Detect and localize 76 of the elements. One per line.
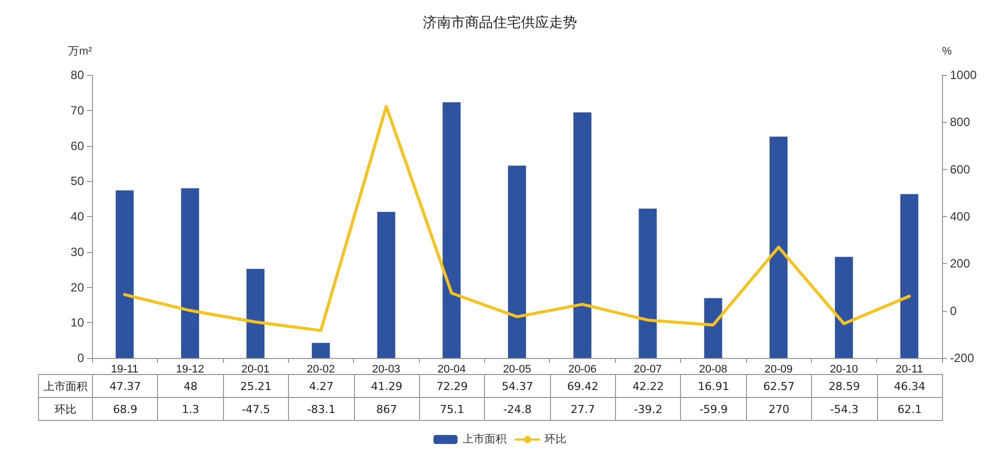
- x-tick-label: 20-02: [306, 364, 335, 376]
- data-label: 1.3: [158, 398, 224, 420]
- y-tick-label: 20: [70, 280, 84, 294]
- y2-tick-label: 0: [950, 304, 957, 318]
- data-label: -83.1: [288, 398, 354, 420]
- data-label: 41.29: [354, 374, 420, 398]
- data-label: 42.22: [616, 374, 681, 398]
- x-tick-label: 20-07: [634, 364, 662, 376]
- text: 环比: [54, 402, 76, 416]
- bar: [312, 342, 330, 358]
- bar: [638, 208, 657, 358]
- x-tick-label: 19-11: [111, 364, 138, 376]
- x-tick-label: 19-12: [176, 364, 204, 376]
- x-tick-label: 20-11: [896, 364, 923, 376]
- y-tick-label: 60: [70, 138, 84, 153]
- x-tick-label: 20-01: [241, 364, 270, 376]
- data-label: 47.37: [92, 374, 158, 398]
- data-label: 270: [746, 398, 812, 420]
- data-label: 54.37: [484, 374, 550, 398]
- y-axis-title: 万m²: [68, 46, 92, 58]
- data-label: -24.8: [484, 398, 550, 420]
- data-label: 48: [158, 374, 224, 398]
- bar: [246, 268, 264, 358]
- data-label: -39.2: [616, 398, 681, 420]
- data-label: 4.27: [288, 374, 354, 398]
- bar: [442, 102, 461, 358]
- y-tick-label: 30: [70, 244, 84, 259]
- y2-tick-label: 800: [950, 115, 970, 130]
- bar: [116, 190, 134, 358]
- y-tick-label: 40: [70, 210, 84, 224]
- y-tick-label: 0: [77, 351, 84, 365]
- y-tick-label: 50: [70, 174, 84, 188]
- data-label: 27.7: [550, 398, 616, 420]
- data-label: 75.1: [419, 398, 485, 420]
- y2-tick-label: -200: [950, 351, 974, 365]
- data-label: 46.34: [877, 374, 942, 398]
- legend-label: 上市面积: [462, 432, 506, 446]
- y-tick-label: 80: [70, 68, 84, 82]
- y2-tick-label: 200: [950, 256, 970, 271]
- x-tick-label: 20-10: [830, 364, 858, 376]
- data-label: 68.9: [92, 398, 158, 420]
- x-tick-label: 20-09: [764, 364, 793, 376]
- bar: [704, 298, 722, 358]
- data-label: 72.29: [419, 374, 485, 398]
- line-series: [123, 104, 911, 332]
- bar: [573, 112, 592, 358]
- data-label: 69.42: [550, 374, 616, 398]
- data-label: -59.9: [680, 398, 746, 420]
- x-tick-label: 20-08: [699, 364, 728, 376]
- data-label: 62.1: [877, 398, 942, 420]
- legend-label: 环比: [544, 432, 566, 446]
- data-label: -47.5: [223, 398, 289, 420]
- x-tick-label: 20-03: [372, 364, 400, 376]
- data-label: 16.91: [680, 374, 746, 398]
- y2-axis-title: %: [942, 46, 952, 58]
- bar: [377, 212, 396, 358]
- bar: [834, 256, 853, 358]
- text: 上市面积: [44, 380, 88, 392]
- x-tick-label: 20-06: [568, 364, 596, 376]
- data-label: 62.57: [746, 374, 812, 398]
- data-label: 25.21: [223, 374, 289, 398]
- x-tick-label: 20-04: [438, 364, 466, 376]
- x-tick-label: 20-05: [502, 364, 532, 376]
- data-label: 28.59: [812, 374, 877, 398]
- y-tick-label: 10: [70, 316, 84, 330]
- chart-title: 济南市商品住宅供应走势: [423, 14, 577, 30]
- bar: [508, 166, 526, 358]
- y2-tick-label: 600: [950, 162, 970, 176]
- data-label: -54.3: [812, 398, 877, 420]
- bar: [900, 194, 918, 358]
- bar: [181, 188, 200, 358]
- data-label: 867: [354, 398, 420, 420]
- bar: [770, 136, 788, 358]
- y-tick-label: 70: [70, 103, 84, 118]
- y2-tick-label: 400: [950, 210, 970, 224]
- y2-tick-label: 1000: [950, 68, 978, 82]
